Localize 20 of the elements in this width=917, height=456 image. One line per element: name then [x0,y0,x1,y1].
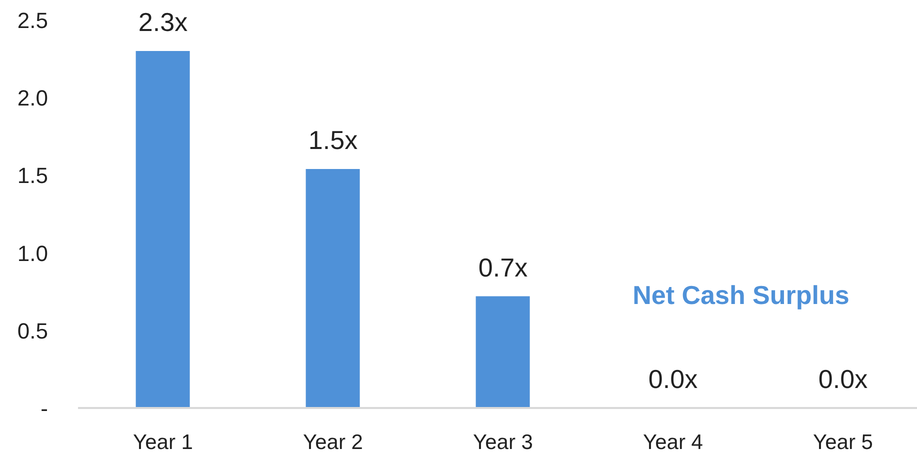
data-label: 0.0x [818,364,868,394]
data-label: 1.5x [308,124,358,155]
x-tick-label: Year 2 [303,431,363,454]
data-label: 0.7x [478,252,528,282]
x-tick-label: Year 4 [643,431,704,454]
y-tick-label: 0.5 [17,318,48,343]
y-tick-label: - [40,396,48,420]
bar [306,168,360,408]
bar [136,51,190,408]
y-tick-label: 2.5 [17,8,48,32]
x-tick-label: Year 3 [473,431,533,454]
data-label: 0.0x [648,364,698,394]
x-tick-label: Year 5 [813,431,873,454]
data-label: 2.3x [138,7,188,38]
y-tick-label: 1.5 [17,162,48,188]
annotation: Net Cash Surplus [632,280,850,310]
bar [476,296,530,408]
y-tick-label: 1.0 [17,240,48,266]
y-tick-label: 2.0 [17,85,48,110]
x-tick-label: Year 1 [133,431,193,454]
